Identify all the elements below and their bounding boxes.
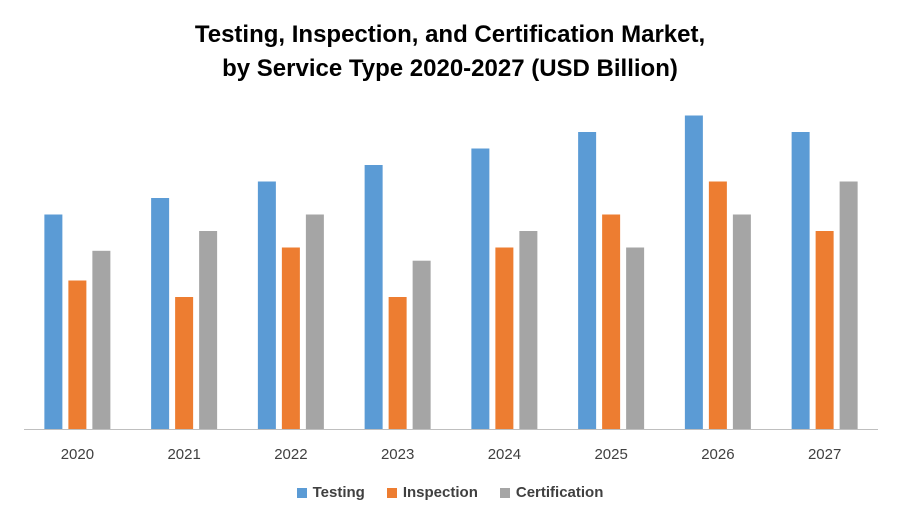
- x-tick-label-2027: 2027: [808, 446, 841, 463]
- bar-certification-2027: [839, 181, 858, 429]
- x-tick-label-2024: 2024: [488, 446, 521, 463]
- bar-certification-2023: [412, 260, 431, 429]
- bar-inspection-2022: [281, 247, 300, 429]
- bar-inspection-2023: [388, 297, 407, 429]
- bar-testing-2024: [471, 148, 490, 429]
- bar-certification-2026: [732, 214, 751, 429]
- bar-testing-2026: [684, 115, 703, 429]
- bar-testing-2022: [257, 181, 276, 429]
- x-tick-label-2021: 2021: [167, 446, 200, 463]
- legend-swatch-certification: [499, 487, 510, 498]
- bar-testing-2027: [791, 132, 810, 429]
- bar-certification-2021: [199, 231, 218, 429]
- x-tick-label-2026: 2026: [701, 446, 734, 463]
- legend-item-inspection: Inspection: [386, 484, 478, 501]
- bar-inspection-2026: [708, 181, 727, 429]
- x-tick-label-2023: 2023: [381, 446, 414, 463]
- x-tick-label-2022: 2022: [274, 446, 307, 463]
- bar-inspection-2027: [815, 231, 834, 429]
- legend-label-testing: Testing: [312, 484, 365, 501]
- legend-item-certification: Certification: [499, 484, 604, 501]
- x-tick-label-2025: 2025: [594, 446, 627, 463]
- legend-label-inspection: Inspection: [402, 484, 478, 501]
- legend: Testing Inspection Certification: [0, 484, 900, 501]
- legend-swatch-inspection: [386, 487, 397, 498]
- bar-testing-2025: [578, 132, 597, 429]
- bar-testing-2020: [44, 214, 63, 429]
- bar-testing-2023: [364, 165, 383, 429]
- chart-title-line-2: by Service Type 2020-2027 (USD Billion): [222, 55, 678, 82]
- bar-certification-2025: [626, 247, 645, 429]
- chart-title: Testing, Inspection, and Certification M…: [0, 18, 900, 86]
- x-tick-label-2020: 2020: [61, 446, 94, 463]
- bar-inspection-2021: [175, 297, 194, 429]
- legend-swatch-testing: [296, 487, 307, 498]
- legend-label-certification: Certification: [515, 484, 604, 501]
- bar-inspection-2024: [495, 247, 514, 429]
- bar-certification-2022: [305, 214, 324, 429]
- chart-title-line-1: Testing, Inspection, and Certification M…: [194, 21, 706, 48]
- legend-item-testing: Testing: [296, 484, 365, 501]
- bar-certification-2020: [92, 250, 111, 429]
- bar-inspection-2025: [602, 214, 621, 429]
- bar-certification-2024: [519, 231, 538, 429]
- bar-testing-2021: [151, 198, 170, 429]
- bar-inspection-2020: [68, 280, 87, 429]
